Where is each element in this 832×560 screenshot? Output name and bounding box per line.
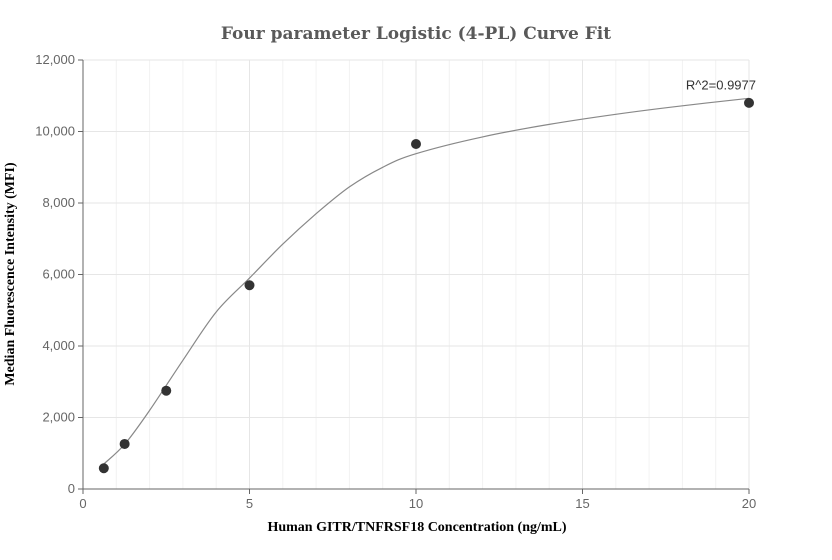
- y-tick-label: 0: [68, 481, 75, 496]
- annotations: R^2=0.9977: [686, 77, 756, 92]
- x-tick-label: 5: [246, 496, 253, 511]
- chart-title: Four parameter Logistic (4-PL) Curve Fit: [221, 24, 611, 44]
- x-tick-label: 0: [79, 496, 86, 511]
- y-tick-label: 12,000: [35, 52, 75, 67]
- data-point: [119, 438, 130, 449]
- y-tick-label: 10,000: [35, 124, 75, 139]
- y-tick-label: 8,000: [42, 195, 75, 210]
- y-tick-label: 6,000: [42, 267, 75, 282]
- data-point: [161, 385, 172, 396]
- data-point: [744, 97, 754, 108]
- x-axis-label: Human GITR/TNFRSF18 Concentration (ng/mL…: [267, 520, 566, 535]
- grid: [83, 59, 750, 489]
- x-tick-label: 10: [409, 496, 423, 511]
- x-tick-label: 20: [742, 496, 756, 511]
- axes: 0 2,000 4,000 6,000 8,000 10,000 12,000 0 5 10 15 2…: [35, 52, 756, 511]
- data-point: [411, 139, 421, 150]
- x-tick-label: 15: [575, 496, 589, 511]
- data-point: [244, 280, 255, 291]
- fit-curve-layer: [103, 97, 750, 465]
- data-points: [98, 97, 754, 474]
- data-point: [98, 463, 109, 474]
- y-axis-label: Median Fluorescence Intensity (MFI): [3, 162, 18, 386]
- fit-curve: [103, 97, 750, 465]
- r-squared-label: R^2=0.9977: [686, 77, 756, 92]
- y-tick-label: 2,000: [42, 410, 75, 425]
- y-tick-label: 4,000: [42, 338, 75, 353]
